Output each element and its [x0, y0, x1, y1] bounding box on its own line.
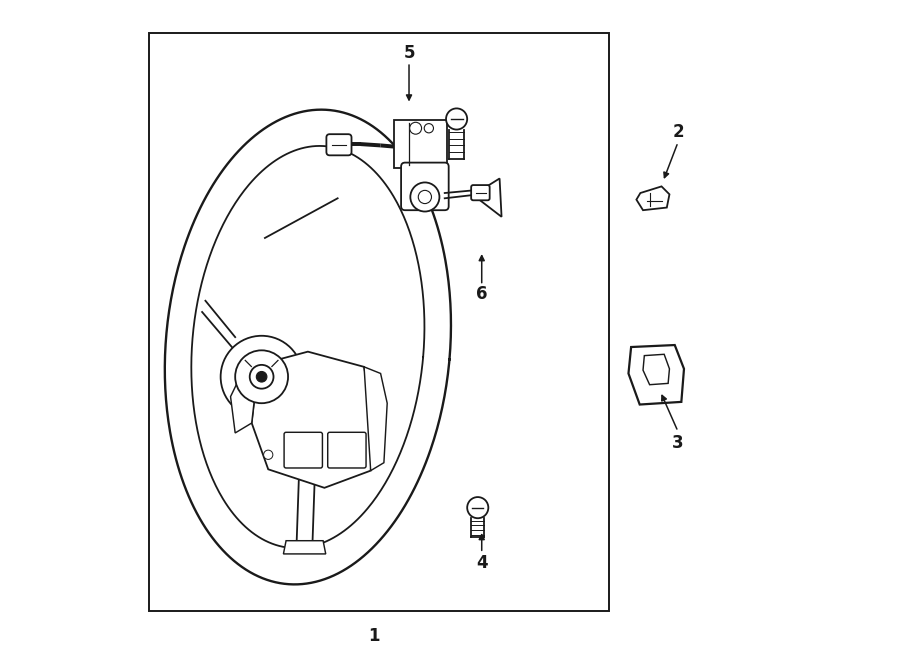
FancyBboxPatch shape [328, 432, 366, 468]
Circle shape [264, 450, 273, 459]
Circle shape [467, 497, 489, 518]
Circle shape [249, 365, 274, 389]
FancyBboxPatch shape [394, 120, 446, 168]
FancyBboxPatch shape [327, 134, 352, 155]
Circle shape [410, 122, 421, 134]
Polygon shape [230, 365, 258, 433]
Circle shape [446, 108, 467, 130]
Polygon shape [252, 352, 374, 488]
Text: 5: 5 [403, 44, 415, 62]
Circle shape [424, 124, 434, 133]
Text: 6: 6 [476, 285, 488, 303]
FancyBboxPatch shape [284, 432, 322, 468]
Polygon shape [364, 367, 387, 471]
Polygon shape [284, 541, 326, 554]
FancyBboxPatch shape [401, 163, 449, 210]
Polygon shape [636, 186, 670, 210]
Circle shape [418, 190, 431, 204]
Polygon shape [473, 178, 501, 217]
Text: 4: 4 [476, 554, 488, 572]
Text: 2: 2 [672, 123, 684, 141]
Polygon shape [643, 354, 670, 385]
Circle shape [220, 336, 302, 418]
Bar [149, 33, 608, 611]
Text: 3: 3 [672, 434, 684, 452]
Circle shape [410, 182, 439, 212]
FancyBboxPatch shape [472, 185, 490, 200]
Circle shape [235, 350, 288, 403]
Circle shape [256, 371, 267, 382]
Polygon shape [628, 345, 684, 405]
Text: 1: 1 [368, 627, 380, 645]
